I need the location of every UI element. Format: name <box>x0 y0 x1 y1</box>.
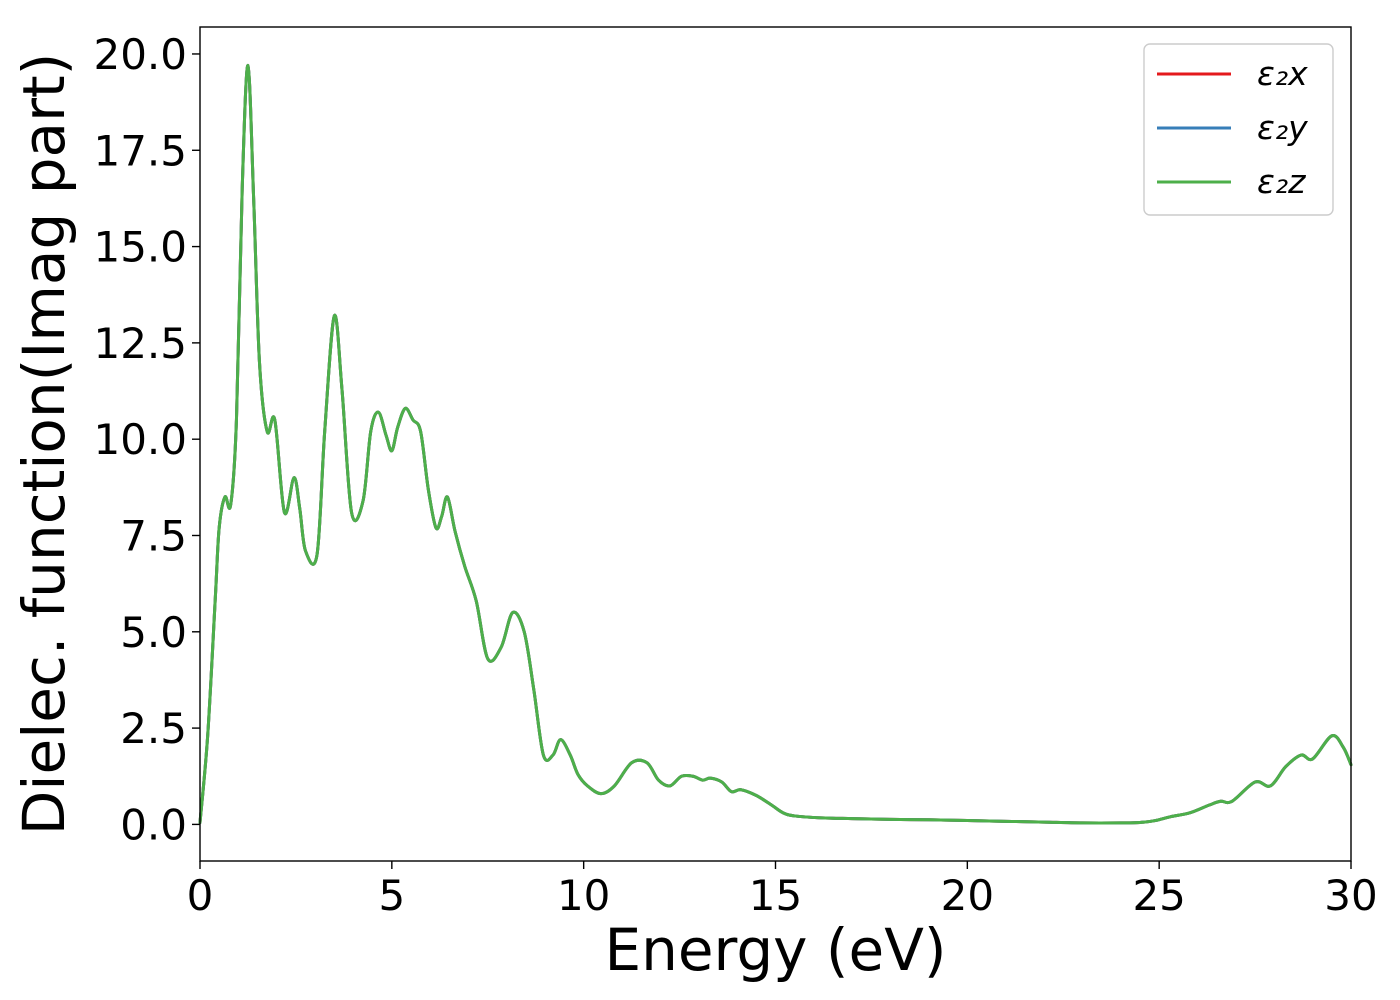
y-tick-label: 17.5 <box>93 126 187 175</box>
series-layer <box>198 64 1353 825</box>
y-tick-label: 15.0 <box>93 223 187 272</box>
legend: ε₂x ε₂y ε₂z <box>1143 43 1334 216</box>
y-tick-label: 10.0 <box>93 415 187 464</box>
x-tick-label: 0 <box>187 871 214 920</box>
x-tick-label: 20 <box>941 871 994 920</box>
y-tick-label: 20.0 <box>93 30 187 79</box>
x-tick-label: 25 <box>1132 871 1185 920</box>
legend-label: ε₂y <box>1257 108 1308 147</box>
x-axis-label: Energy (eV) <box>604 916 946 984</box>
legend-box <box>1143 43 1334 216</box>
x-tick-label: 15 <box>749 871 802 920</box>
series-line-3 <box>198 64 1353 825</box>
y-tick-label: 2.5 <box>120 704 187 753</box>
y-tick-label: 7.5 <box>120 511 187 560</box>
x-axis: 0 5 10 15 20 25 30 <box>187 861 1378 920</box>
y-axis-label: Dielec. function(Imag part) <box>10 53 78 836</box>
x-tick-label: 10 <box>557 871 610 920</box>
legend-label: ε₂x <box>1257 54 1308 93</box>
legend-label: ε₂z <box>1257 162 1306 201</box>
y-tick-label: 12.5 <box>93 319 187 368</box>
y-tick-label: 0.0 <box>120 800 187 849</box>
y-axis: 0.0 2.5 5.0 7.5 10.0 12.5 15.0 17.5 20.0 <box>93 30 200 849</box>
y-tick-label: 5.0 <box>120 608 187 657</box>
x-tick-label: 30 <box>1324 871 1377 920</box>
x-tick-label: 5 <box>378 871 405 920</box>
